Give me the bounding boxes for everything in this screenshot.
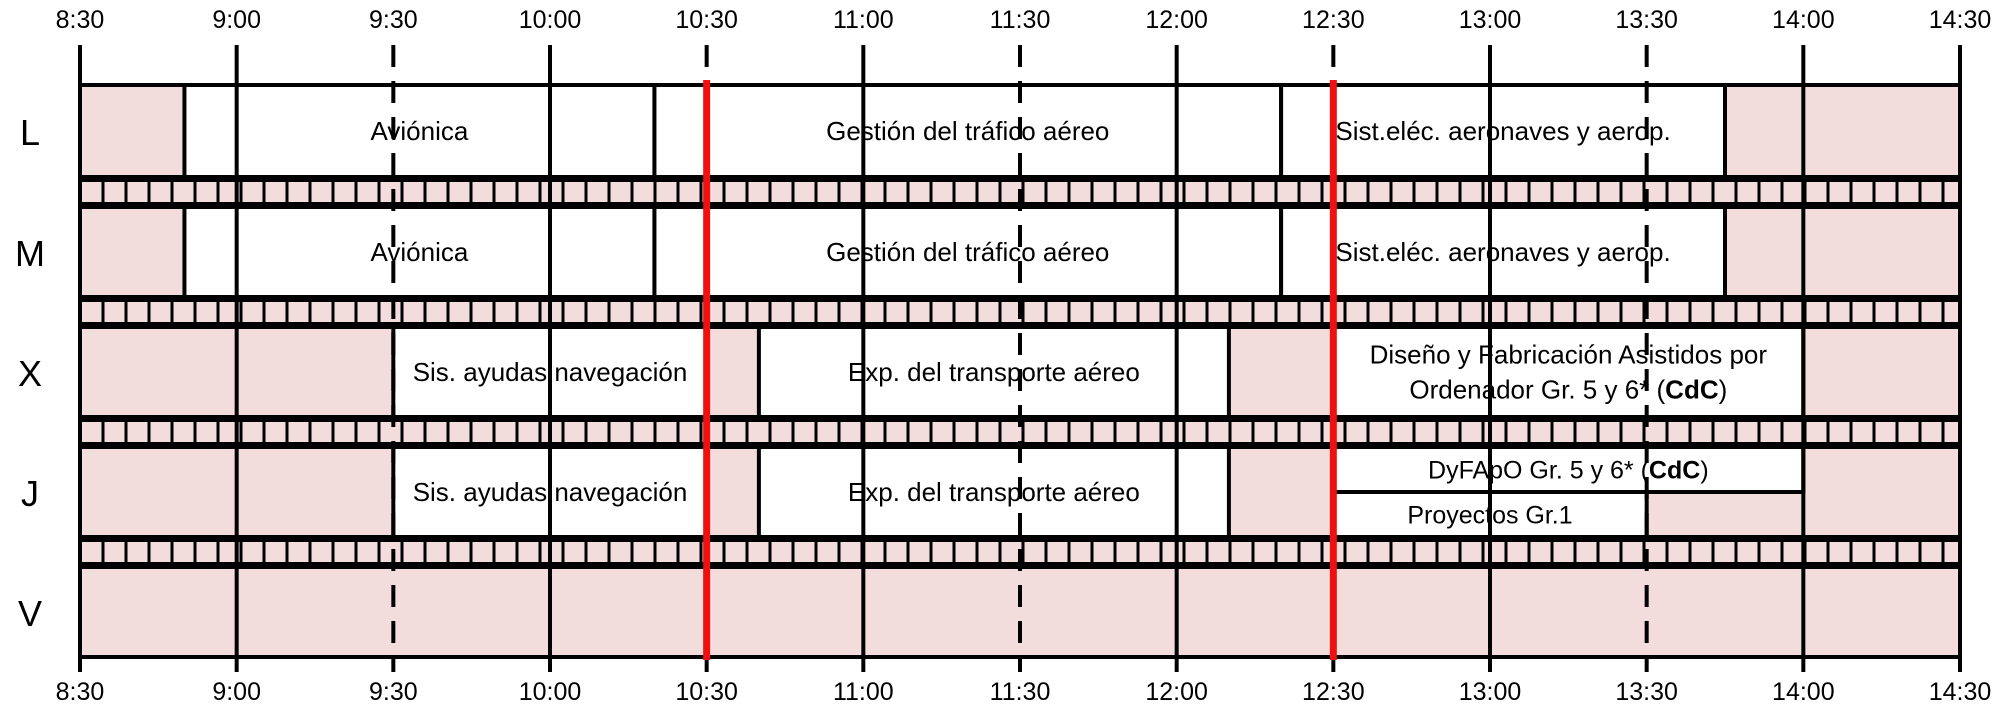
class-name-part: Aviónica — [371, 237, 469, 267]
time-label-top: 12:30 — [1302, 6, 1365, 34]
time-label-top: 13:00 — [1459, 6, 1522, 34]
day-label: M — [15, 233, 45, 274]
day-row-border — [78, 445, 1962, 539]
time-label-bottom: 14:00 — [1772, 678, 1835, 706]
class-name: Exp. del transporte aéreo — [848, 477, 1140, 507]
class-name: Gestión del tráfico aéreo — [826, 116, 1109, 146]
class-name: Sis. ayudas navegación — [413, 357, 688, 387]
class-block[interactable] — [182, 83, 657, 179]
grid-lines — [78, 45, 1962, 672]
labels: Aviónica Gestión del tráfico aéreo Sist.el… — [15, 6, 1991, 706]
time-label-bottom: 13:30 — [1615, 678, 1678, 706]
class-name: Proyectos Gr.1 — [1407, 501, 1572, 529]
time-label-bottom: 12:30 — [1302, 678, 1365, 706]
class-block[interactable] — [756, 325, 1231, 419]
classroom-code: CdC — [1665, 375, 1719, 405]
class-name: Sis. ayudas navegación — [413, 477, 688, 507]
class-name-part: DyFApO Gr. 5 y 6* ( — [1428, 456, 1650, 484]
time-label-top: 8:30 — [56, 6, 105, 34]
time-label-bottom: 12:00 — [1145, 678, 1208, 706]
class-name-part: Exp. del transporte aéreo — [848, 357, 1140, 387]
time-label-bottom: 11:00 — [833, 678, 894, 706]
class-name-part: Ordenador Gr. 5 y 6* ( — [1409, 375, 1665, 405]
class-name-part: Aviónica — [371, 116, 469, 146]
time-label-bottom: 10:30 — [675, 678, 738, 706]
class-name-part: Gestión del tráfico aéreo — [826, 116, 1109, 146]
classroom-code: CdC — [1649, 456, 1700, 484]
class-name: Aviónica — [371, 116, 469, 146]
time-label-top: 9:00 — [212, 6, 261, 34]
time-label-top: 10:00 — [519, 6, 582, 34]
time-label-top: 11:30 — [990, 6, 1051, 34]
class-name: Diseño y Fabricación Asistidos por — [1370, 340, 1768, 370]
class-name-part: Sis. ayudas navegación — [413, 477, 688, 507]
time-label-bottom: 13:00 — [1459, 678, 1522, 706]
class-block[interactable] — [1279, 83, 1727, 179]
day-label: J — [21, 473, 39, 514]
day-row-border — [78, 325, 1962, 419]
class-name-part: Gestión del tráfico aéreo — [826, 237, 1109, 267]
time-label-top: 13:30 — [1615, 6, 1678, 34]
time-label-top: 10:30 — [675, 6, 738, 34]
time-label-top: 11:00 — [833, 6, 894, 34]
class-name-part: Proyectos Gr.1 — [1407, 501, 1572, 529]
class-name-part: ) — [1719, 375, 1728, 405]
time-label-bottom: 9:30 — [369, 678, 418, 706]
day-label: L — [20, 112, 40, 153]
day-label: V — [18, 593, 42, 634]
class-name-part: Sist.eléc. aeronaves y aerop. — [1335, 237, 1670, 267]
day-row-border — [78, 205, 1962, 299]
class-name-part: Sis. ayudas navegación — [413, 357, 688, 387]
class-name: Exp. del transporte aéreo — [848, 357, 1140, 387]
time-label-bottom: 9:00 — [212, 678, 261, 706]
time-label-top: 9:30 — [369, 6, 418, 34]
time-label-top: 14:00 — [1772, 6, 1835, 34]
time-label-top: 12:00 — [1145, 6, 1208, 34]
class-name: Sist.eléc. aeronaves y aerop. — [1335, 116, 1670, 146]
class-name: DyFApO Gr. 5 y 6* (CdC) — [1428, 456, 1709, 484]
day-row-border — [78, 83, 1962, 179]
time-label-bottom: 14:30 — [1929, 678, 1992, 706]
day-row-border — [78, 565, 1962, 659]
time-label-bottom: 10:00 — [519, 678, 582, 706]
class-block[interactable] — [1279, 205, 1727, 299]
time-label-top: 14:30 — [1929, 6, 1992, 34]
class-name: Gestión del tráfico aéreo — [826, 237, 1109, 267]
class-name: Ordenador Gr. 5 y 6* (CdC) — [1409, 375, 1727, 405]
time-label-bottom: 8:30 — [56, 678, 105, 706]
class-name-part: Diseño y Fabricación Asistidos por — [1370, 340, 1768, 370]
class-name-part: ) — [1700, 456, 1708, 484]
class-name: Sist.eléc. aeronaves y aerop. — [1335, 237, 1670, 267]
class-name-part: Exp. del transporte aéreo — [848, 477, 1140, 507]
class-name-part: Sist.eléc. aeronaves y aerop. — [1335, 116, 1670, 146]
day-label: X — [18, 353, 42, 394]
time-label-bottom: 11:30 — [990, 678, 1051, 706]
class-name: Aviónica — [371, 237, 469, 267]
